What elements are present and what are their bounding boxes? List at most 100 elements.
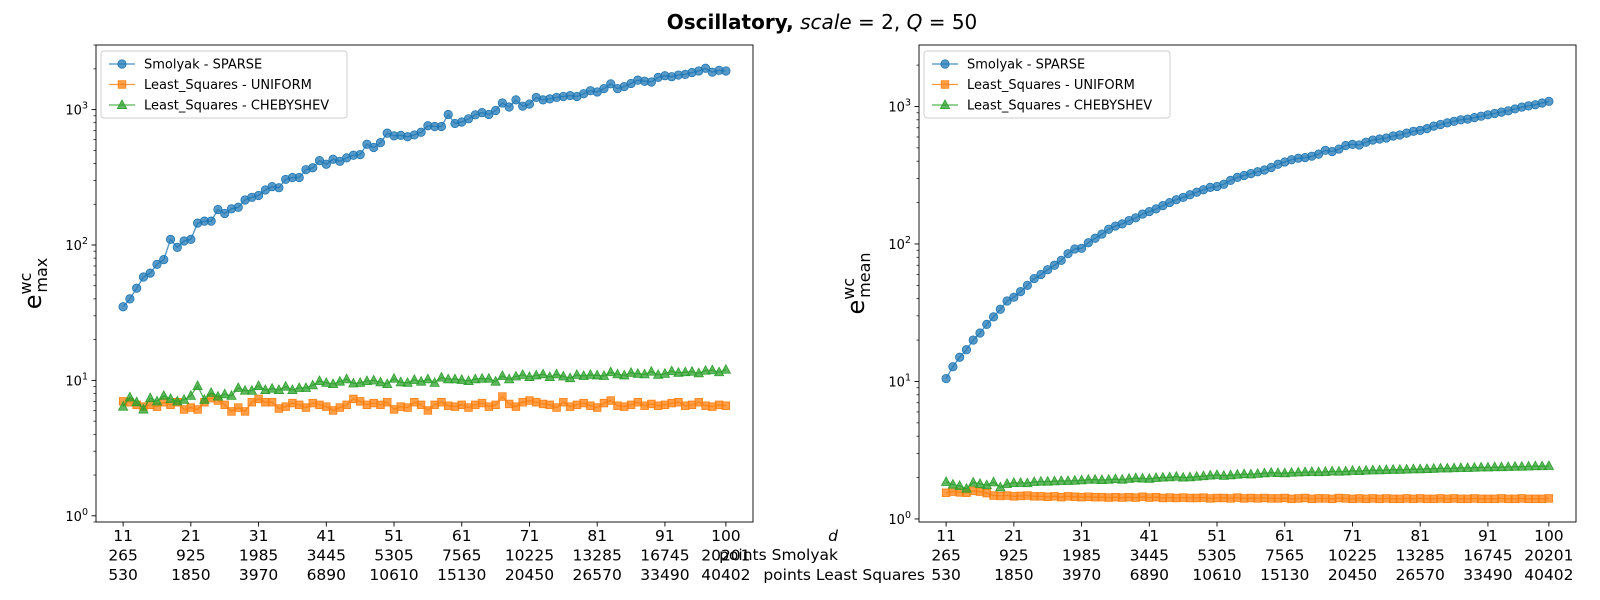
x-tick-label: 40402 [701, 566, 750, 584]
data-point [443, 109, 453, 120]
data-point [1293, 466, 1304, 477]
legend: Smolyak - SPARSE Least_Squares - UNIFORM L… [923, 50, 1171, 119]
data-point [144, 392, 156, 403]
data-point [961, 482, 972, 493]
data-point [606, 79, 616, 89]
x-tick-label: 11 [113, 527, 133, 545]
x-tick-label: 925 [176, 547, 206, 565]
data-point [483, 372, 495, 383]
data-point [199, 393, 210, 404]
data-point [1353, 465, 1365, 476]
data-point [1090, 233, 1100, 243]
data-point [213, 204, 223, 215]
x-tick-label: 61 [1275, 527, 1295, 545]
data-point [1028, 476, 1040, 486]
data-point [1374, 464, 1385, 475]
data-point [1381, 464, 1392, 474]
data-point [1313, 466, 1324, 477]
data-point [484, 109, 494, 120]
x-tick-label: 71 [520, 527, 540, 545]
data-point [646, 77, 656, 87]
x-tick-label: 91 [655, 527, 675, 545]
data-point [341, 373, 352, 384]
data-point [125, 294, 135, 304]
data-point [955, 352, 965, 362]
data-point [1015, 477, 1026, 487]
data-point [403, 403, 412, 412]
data-point [342, 400, 351, 410]
data-point [1347, 464, 1358, 475]
y-axis-label-base: e [19, 294, 47, 309]
legend-entry-least-squares-chebyshev: Least_Squares - CHEBYSHEV [932, 99, 1152, 114]
data-point [1144, 472, 1155, 483]
x-tick-label: 100 [711, 527, 741, 545]
data-point [429, 376, 440, 387]
data-point [409, 373, 420, 384]
data-point [585, 368, 596, 379]
data-point [1218, 469, 1230, 480]
x-tick-label: 26570 [573, 566, 622, 584]
data-point [652, 368, 664, 379]
data-point [511, 95, 521, 105]
data-point [151, 395, 163, 406]
data-point [1164, 471, 1175, 482]
xaxis-row-label-d: d [828, 527, 838, 545]
x-tick-label: 1850 [171, 566, 210, 584]
x-tick-label: 51 [1207, 527, 1227, 545]
data-point [1008, 477, 1020, 487]
series-smolyak-sparse [941, 96, 1554, 384]
data-point [476, 372, 488, 383]
data-point [355, 150, 365, 160]
x-tick-label: 61 [452, 527, 472, 545]
data-point [1543, 460, 1555, 470]
x-tick-label: 91 [1478, 527, 1498, 545]
x-tick-label: 33490 [1463, 566, 1512, 584]
data-point [497, 370, 508, 380]
x-tick-label: 20450 [1328, 566, 1377, 584]
legend: Smolyak - SPARSE Least_Squares - UNIFORM L… [100, 50, 348, 119]
data-point [314, 375, 325, 385]
x-tick-label: 530 [108, 566, 138, 584]
data-point [612, 368, 623, 379]
data-point [375, 376, 386, 387]
data-point [1198, 470, 1209, 481]
data-point [1544, 96, 1554, 106]
x-tick-label: 3445 [1130, 547, 1169, 565]
data-point [961, 345, 972, 355]
data-point [1055, 475, 1067, 485]
data-point [205, 386, 217, 397]
data-point [1184, 471, 1196, 482]
y-tick-label: 103 [888, 97, 911, 115]
data-point [301, 403, 311, 412]
data-point [1076, 474, 1087, 485]
axes-frame [918, 44, 1577, 523]
data-point [1062, 475, 1074, 485]
data-point [1272, 467, 1284, 477]
y-tick-label-base: 10 [888, 513, 905, 528]
data-point [165, 234, 176, 244]
data-point [988, 476, 999, 487]
data-point [975, 328, 985, 338]
legend-marker [939, 99, 951, 109]
data-point [375, 138, 386, 148]
series-least-squares-uniform [118, 392, 731, 416]
y-tick-label: 102 [65, 236, 88, 254]
data-point [1069, 474, 1081, 485]
data-point [383, 398, 392, 407]
data-point [673, 366, 684, 377]
data-point [1036, 269, 1046, 280]
data-point [1089, 473, 1101, 484]
data-point [1116, 473, 1128, 484]
x-tick-label: 530 [931, 566, 961, 584]
y-tick-label-base: 10 [65, 239, 82, 254]
x-tick-label: 265 [108, 547, 138, 565]
x-tick-label: 20201 [701, 547, 750, 565]
legend-label: Least_Squares - UNIFORM [144, 78, 312, 93]
data-point [185, 389, 197, 400]
data-point [1042, 475, 1053, 486]
data-point [159, 255, 169, 265]
data-point [1286, 466, 1297, 477]
data-point [294, 172, 304, 183]
series-least-squares-uniform [941, 486, 1554, 504]
data-point [1333, 465, 1345, 476]
